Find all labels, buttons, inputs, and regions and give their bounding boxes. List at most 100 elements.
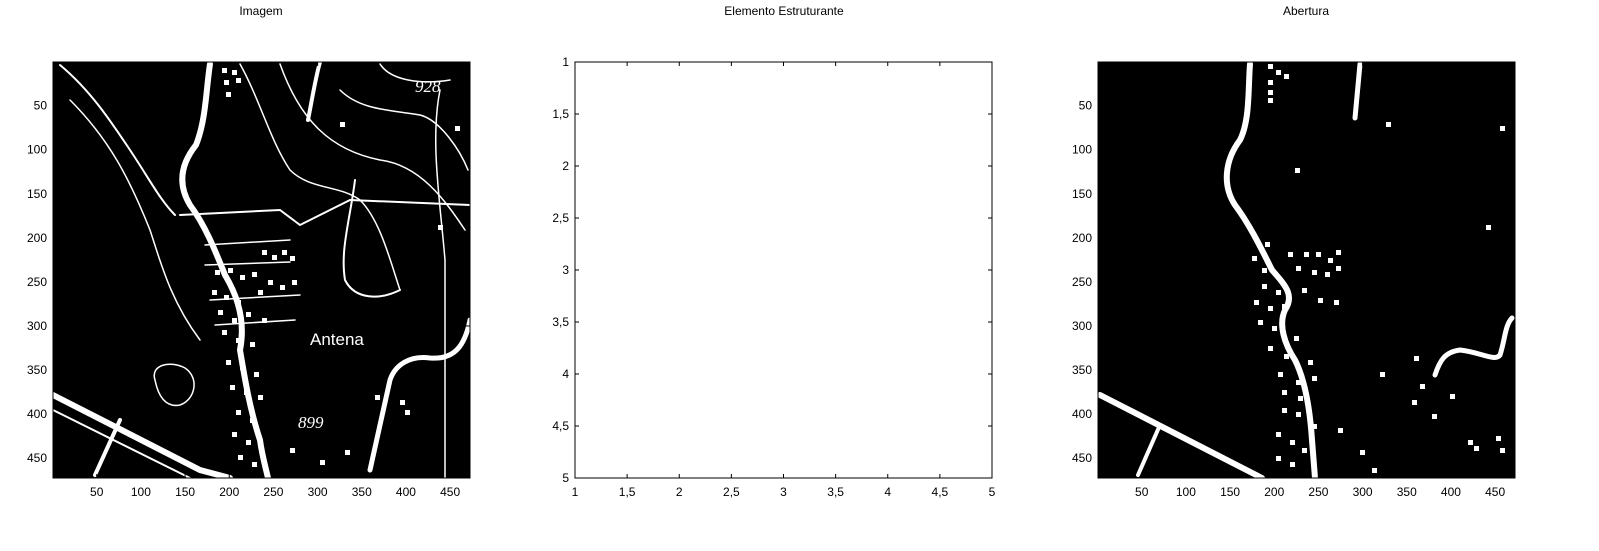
building-block: [1290, 462, 1295, 467]
x-tick-label: 4: [884, 485, 891, 499]
building-block: [1278, 372, 1283, 377]
building-block: [1500, 448, 1505, 453]
y-tick-label: 200: [27, 231, 47, 245]
image-area-abertura: [1098, 62, 1515, 478]
annotation-899: 899: [298, 413, 324, 432]
building-block: [1316, 252, 1321, 257]
building-block: [228, 268, 233, 273]
building-block: [215, 270, 220, 275]
opening-buildings: [1252, 64, 1505, 473]
building-block: [1336, 266, 1341, 271]
building-block: [1268, 80, 1273, 85]
building-block: [1272, 326, 1277, 331]
y-tick-label: 200: [1072, 231, 1092, 245]
building-block: [1302, 288, 1307, 293]
x-tick-label: 3: [780, 485, 787, 499]
y-tick-label: 50: [1079, 99, 1093, 113]
x-tick-label: 200: [219, 485, 239, 499]
building-block: [280, 285, 285, 290]
building-block: [1312, 270, 1317, 275]
y-tick-label: 450: [27, 451, 47, 465]
building-block: [1308, 360, 1313, 365]
y-tick-label: 100: [1072, 143, 1092, 157]
building-block: [1296, 412, 1301, 417]
y-tick-label: 1,5: [552, 107, 569, 121]
annotation-antena: Antena: [310, 330, 364, 349]
building-block: [1265, 242, 1270, 247]
x-tick-label: 300: [1353, 485, 1373, 499]
y-tick-label: 350: [27, 363, 47, 377]
building-block: [1284, 74, 1289, 79]
x-tick-label: 4,5: [932, 485, 949, 499]
building-block: [268, 280, 273, 285]
x-tick-label: 50: [90, 485, 104, 499]
building-block: [290, 256, 295, 261]
building-block: [236, 410, 241, 415]
building-block: [272, 255, 277, 260]
y-tick-label: 350: [1072, 363, 1092, 377]
building-block: [1474, 446, 1479, 451]
ticks-abertura: 50 100 150 200 250 300 350 400 450 50 100 150 200 250…: [1072, 62, 1515, 499]
building-block: [1268, 64, 1273, 69]
x-tick-label: 350: [1397, 485, 1417, 499]
building-block: [375, 395, 380, 400]
building-block: [1486, 225, 1491, 230]
building-block: [1282, 304, 1287, 309]
ticks-elemento-estruturante: 1 1,5 2 2,5 3 3,5 4 4,5 511,522,533,544,55: [552, 55, 995, 499]
annotation-928: 928: [415, 77, 441, 96]
x-tick-label: 250: [1308, 485, 1328, 499]
building-block: [1262, 284, 1267, 289]
y-tick-label: 2: [562, 159, 569, 173]
building-block: [226, 92, 231, 97]
building-block: [1496, 436, 1501, 441]
building-block: [1290, 440, 1295, 445]
building-block: [405, 410, 410, 415]
image-area-elemento-estruturante: [575, 62, 992, 478]
axes-frame-abertura: [1097, 61, 1516, 479]
map-image: [50, 60, 473, 481]
building-block: [236, 78, 241, 83]
building-block: [1312, 376, 1317, 381]
x-tick-label: 250: [263, 485, 283, 499]
building-block: [1336, 250, 1341, 255]
building-block: [1380, 372, 1385, 377]
building-block: [1268, 90, 1273, 95]
x-tick-label: 2,5: [723, 485, 740, 499]
building-block: [1298, 396, 1303, 401]
x-tick-label: 1: [572, 485, 579, 499]
y-tick-label: 400: [1072, 407, 1092, 421]
building-block: [1296, 266, 1301, 271]
y-tick-label: 4,5: [552, 419, 569, 433]
axes-imagem: Antena 928 899 50 100 150 200 250 300 350 400 45…: [27, 60, 473, 499]
building-block: [236, 338, 241, 343]
building-block: [1420, 384, 1425, 389]
y-tick-label: 5: [562, 471, 569, 485]
x-tick-label: 300: [308, 485, 328, 499]
y-tick-label: 3,5: [552, 315, 569, 329]
building-block: [222, 68, 227, 73]
building-block: [222, 330, 227, 335]
building-block: [1284, 354, 1289, 359]
y-tick-label: 250: [1072, 275, 1092, 289]
building-block: [224, 295, 229, 300]
axes-abertura: 50 100 150 200 250 300 350 400 450 50 100 150 200 250…: [1072, 61, 1516, 499]
building-block: [292, 280, 297, 285]
y-tick-label: 50: [34, 99, 48, 113]
building-block: [250, 342, 255, 347]
x-tick-label: 50: [1135, 485, 1149, 499]
y-tick-label: 100: [27, 143, 47, 157]
building-block: [282, 250, 287, 255]
building-block: [1318, 298, 1323, 303]
building-block: [1450, 394, 1455, 399]
building-block: [345, 450, 350, 455]
building-block: [1386, 122, 1391, 127]
x-tick-label: 5: [989, 485, 996, 499]
building-block: [1412, 400, 1417, 405]
building-block: [252, 272, 257, 277]
title-imagem: Imagem: [239, 4, 283, 18]
building-block: [258, 290, 263, 295]
building-block: [1468, 440, 1473, 445]
x-tick-label: 400: [1441, 485, 1461, 499]
x-tick-label: 100: [131, 485, 151, 499]
map-buildings: [212, 68, 460, 467]
